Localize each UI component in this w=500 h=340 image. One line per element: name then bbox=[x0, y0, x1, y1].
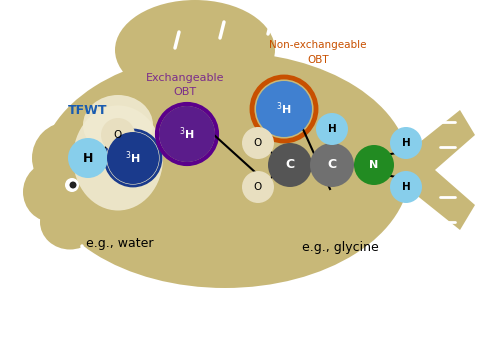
Text: C: C bbox=[286, 158, 294, 171]
Ellipse shape bbox=[310, 143, 354, 187]
Text: N: N bbox=[370, 160, 378, 170]
Ellipse shape bbox=[256, 81, 312, 137]
Text: H: H bbox=[328, 124, 336, 134]
Text: H: H bbox=[402, 138, 410, 148]
Text: $^3$H: $^3$H bbox=[276, 101, 292, 117]
Text: Exchangeable: Exchangeable bbox=[146, 73, 224, 83]
Ellipse shape bbox=[65, 178, 79, 192]
Text: Non-exchangeable: Non-exchangeable bbox=[269, 40, 367, 50]
Ellipse shape bbox=[115, 0, 275, 100]
Text: $^3$H: $^3$H bbox=[179, 126, 195, 142]
Ellipse shape bbox=[390, 171, 422, 203]
Ellipse shape bbox=[159, 106, 215, 162]
Text: e.g., glycine: e.g., glycine bbox=[302, 240, 378, 254]
Ellipse shape bbox=[242, 127, 274, 159]
Ellipse shape bbox=[68, 138, 108, 178]
Text: OBT: OBT bbox=[174, 87, 197, 97]
Ellipse shape bbox=[23, 162, 81, 222]
Polygon shape bbox=[385, 110, 475, 230]
Text: H: H bbox=[402, 182, 410, 192]
Ellipse shape bbox=[390, 127, 422, 159]
Text: C: C bbox=[328, 158, 336, 171]
Text: O: O bbox=[114, 130, 122, 140]
Text: O: O bbox=[254, 182, 262, 192]
Ellipse shape bbox=[110, 65, 280, 135]
Ellipse shape bbox=[40, 52, 410, 288]
Text: TFWT: TFWT bbox=[68, 103, 108, 117]
Ellipse shape bbox=[101, 118, 135, 152]
Ellipse shape bbox=[83, 95, 153, 155]
Text: e.g., water: e.g., water bbox=[86, 238, 154, 251]
Ellipse shape bbox=[268, 143, 312, 187]
Text: O: O bbox=[254, 138, 262, 148]
Ellipse shape bbox=[32, 122, 104, 194]
Text: H: H bbox=[83, 152, 93, 165]
Ellipse shape bbox=[354, 145, 394, 185]
Text: OBT: OBT bbox=[307, 55, 329, 65]
Ellipse shape bbox=[70, 182, 76, 188]
Ellipse shape bbox=[242, 171, 274, 203]
Text: $^3$H: $^3$H bbox=[125, 150, 141, 166]
Ellipse shape bbox=[107, 132, 159, 184]
Ellipse shape bbox=[316, 113, 348, 145]
Ellipse shape bbox=[40, 194, 100, 250]
Ellipse shape bbox=[73, 105, 163, 210]
